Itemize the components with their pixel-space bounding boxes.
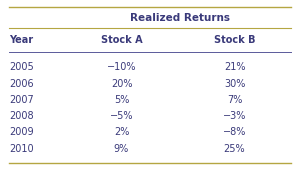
Text: 2005: 2005 (9, 62, 34, 72)
Text: 9%: 9% (114, 144, 129, 154)
Text: −8%: −8% (223, 127, 246, 137)
Text: Stock A: Stock A (101, 35, 142, 45)
Text: 20%: 20% (111, 79, 132, 89)
Text: 21%: 21% (224, 62, 245, 72)
Text: −10%: −10% (107, 62, 136, 72)
Text: 30%: 30% (224, 79, 245, 89)
Text: Year: Year (9, 35, 33, 45)
Text: 2007: 2007 (9, 95, 34, 105)
Text: −5%: −5% (110, 111, 133, 121)
Text: 7%: 7% (227, 95, 242, 105)
Text: −3%: −3% (223, 111, 246, 121)
Text: 2006: 2006 (9, 79, 34, 89)
Text: 2009: 2009 (9, 127, 34, 137)
Text: 2008: 2008 (9, 111, 34, 121)
Text: Stock B: Stock B (214, 35, 255, 45)
Text: 25%: 25% (224, 144, 245, 154)
Text: Realized Returns: Realized Returns (130, 13, 230, 23)
Text: 2%: 2% (114, 127, 129, 137)
Text: 5%: 5% (114, 95, 129, 105)
Text: 2010: 2010 (9, 144, 34, 154)
